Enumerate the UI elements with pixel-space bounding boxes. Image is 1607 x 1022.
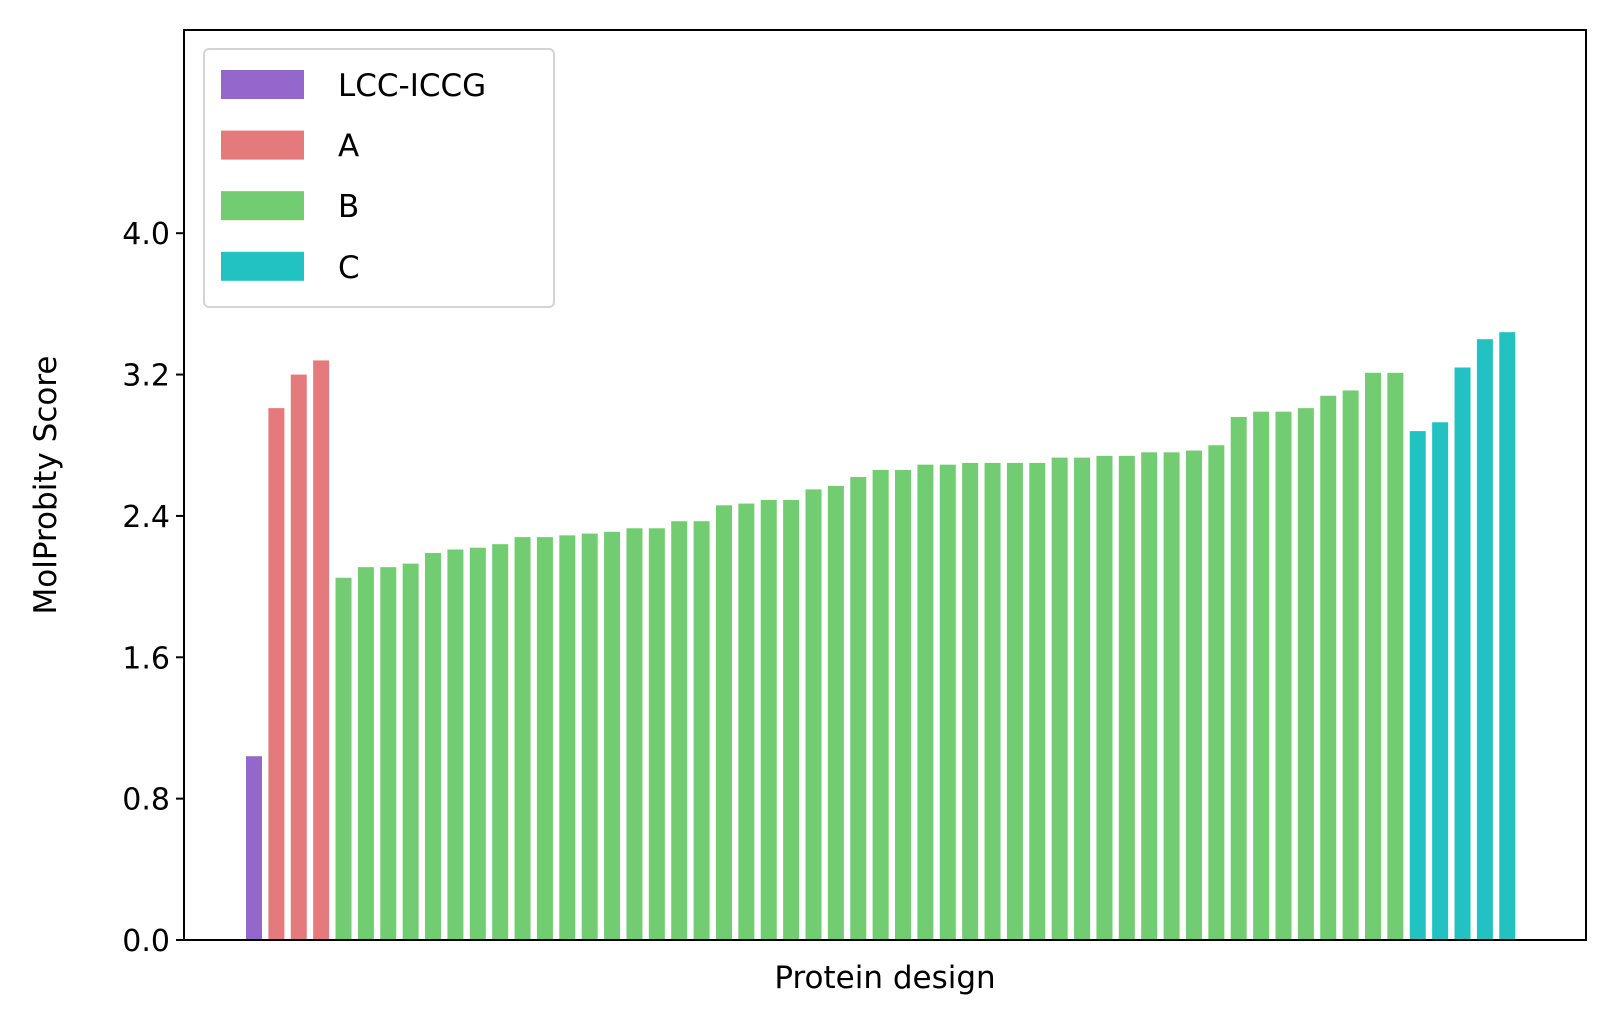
bar-b-32 (1029, 462, 1046, 940)
y-axis-label: MolProbity Score (28, 356, 64, 615)
bar-b-4 (402, 563, 419, 940)
bar-b-9 (514, 537, 531, 940)
bar-b-40 (1208, 445, 1225, 940)
bar-b-43 (1275, 411, 1292, 940)
bar-c-3 (1454, 367, 1471, 940)
bar-b-39 (1185, 450, 1202, 940)
bar-b-34 (1074, 457, 1091, 940)
y-tick-label-2: 0.8 (122, 783, 170, 818)
bar-b-18 (715, 505, 732, 940)
bar-b-6 (447, 549, 464, 940)
bar-b-35 (1096, 455, 1113, 940)
bar-b-30 (984, 462, 1001, 940)
y-tick-label-5: 3.2 (122, 359, 170, 394)
bar-b-31 (1006, 462, 1023, 940)
bar-b-16 (671, 521, 688, 940)
y-tick-label-1: 0.0 (122, 924, 170, 959)
bar-b-38 (1163, 452, 1180, 940)
legend-label-b: B (338, 189, 359, 225)
bar-b-45 (1320, 395, 1337, 940)
bar-c-4 (1476, 339, 1493, 941)
bar-b-10 (536, 537, 553, 940)
legend-label-c: C (338, 250, 360, 286)
bar-b-11 (559, 535, 576, 940)
bar-b-15 (648, 528, 665, 940)
bar-b-22 (805, 489, 822, 940)
bar-a-1 (268, 408, 285, 940)
legend-swatch-a (221, 130, 304, 160)
bar-b-37 (1141, 452, 1158, 940)
bar-b-12 (581, 533, 598, 940)
bar-b-41 (1230, 416, 1247, 941)
bar-b-29 (962, 462, 979, 940)
bar-b-2 (357, 567, 374, 940)
bar-b-27 (917, 464, 934, 940)
bar-b-13 (604, 531, 621, 940)
bar-b-28 (939, 464, 956, 940)
bar-b-25 (872, 469, 889, 940)
y-tick-label-6: 4.0 (122, 217, 170, 252)
bar-b-46 (1342, 390, 1359, 941)
bar-b-26 (895, 469, 912, 940)
bar-b-1 (335, 577, 352, 940)
bar-b-5 (425, 553, 442, 940)
bar-c-2 (1432, 422, 1449, 940)
bar-b-8 (492, 544, 509, 940)
bar-b-20 (760, 500, 777, 940)
legend-swatch-c (221, 251, 304, 281)
bar-c-5 (1499, 332, 1516, 940)
bar-b-3 (380, 567, 397, 940)
bar-b-7 (469, 547, 486, 940)
legend-label-lcc-iccg: LCC-ICCG (338, 68, 486, 104)
y-tick-label-3: 1.6 (122, 641, 170, 676)
bar-b-48 (1387, 372, 1404, 940)
bar-b-24 (850, 477, 867, 940)
y-axis: 0.0 0.8 1.6 2.4 3.2 4.0 (122, 217, 184, 959)
bar-a-3 (313, 360, 330, 940)
bar-b-14 (626, 528, 643, 940)
bar-b-36 (1118, 455, 1135, 940)
bar-a-2 (290, 374, 307, 940)
bar-b-17 (693, 521, 710, 940)
legend-swatch-b (221, 191, 304, 221)
bar-b-42 (1253, 411, 1270, 940)
bar-b-23 (827, 485, 844, 940)
bar-b-33 (1051, 457, 1068, 940)
legend-swatch-lcc-iccg (221, 70, 304, 99)
bar-c-1 (1409, 431, 1426, 940)
y-tick-label-4: 2.4 (122, 500, 170, 535)
bar-lcc-iccg-1 (246, 756, 262, 940)
bar-b-21 (783, 500, 800, 940)
x-axis-label: Protein design (774, 960, 995, 996)
bars-group (246, 332, 1516, 941)
bar-b-19 (738, 503, 755, 940)
bar-b-47 (1365, 372, 1381, 940)
bar-b-44 (1297, 408, 1314, 940)
plot-frame (183, 29, 1587, 941)
legend-label-a: A (338, 129, 359, 165)
legend-box (203, 48, 555, 308)
legend: LCC-ICCG ABC (203, 48, 555, 308)
